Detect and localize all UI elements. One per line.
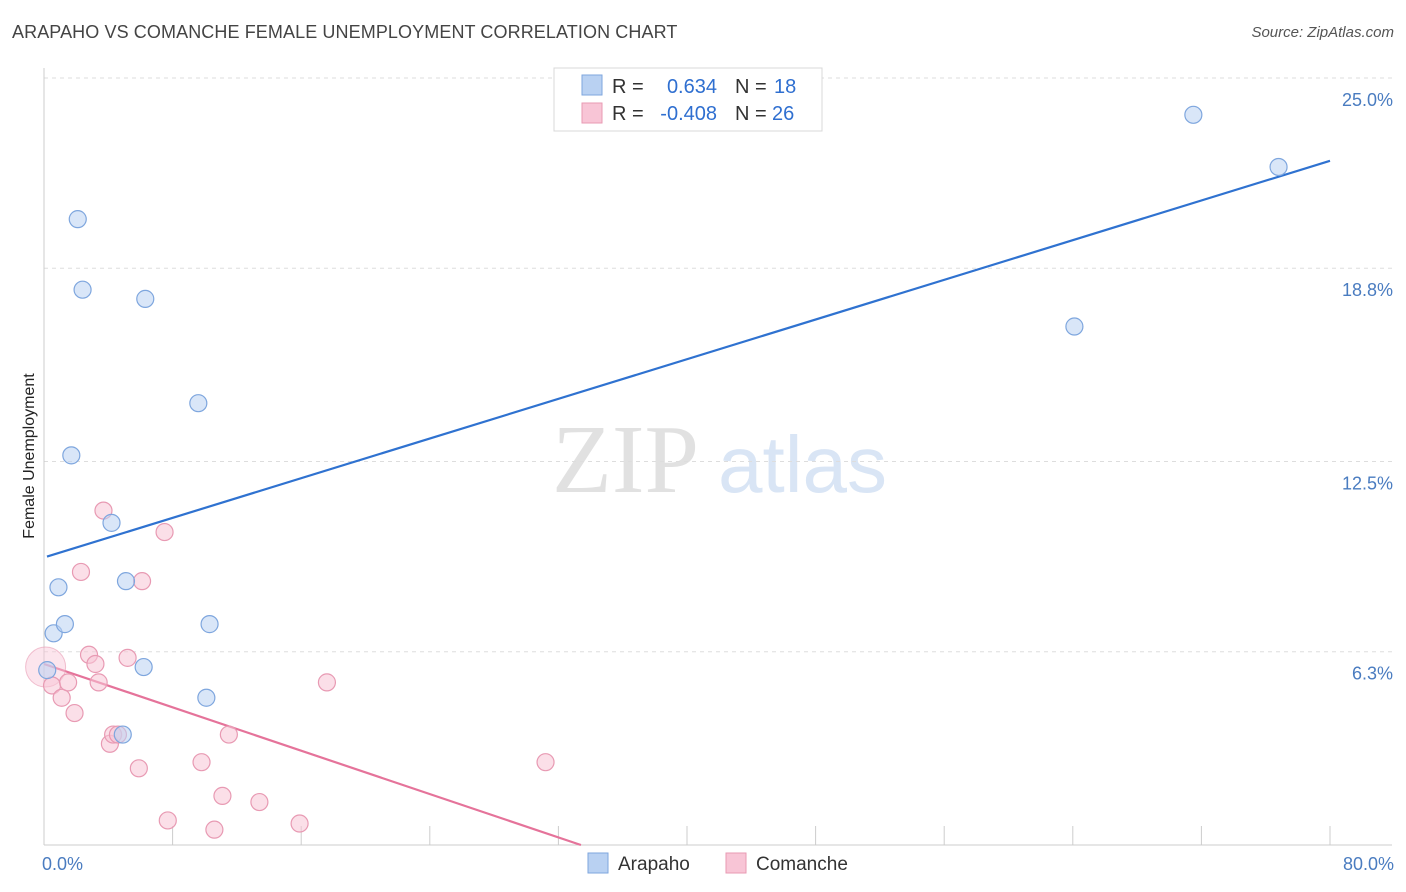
arapaho-point	[1065, 317, 1084, 336]
axes	[43, 68, 1392, 846]
comanche-point	[192, 753, 211, 772]
arapaho-point	[197, 688, 216, 707]
y-tick-label: 12.5%	[1342, 474, 1393, 494]
arapaho-point	[38, 661, 57, 680]
y-tick-label: 6.3%	[1352, 664, 1393, 684]
legend-swatch-comanche	[581, 102, 603, 124]
comanche-point	[59, 673, 78, 692]
comanche-point	[89, 673, 108, 692]
chart-title: ARAPAHO VS COMANCHE FEMALE UNEMPLOYMENT …	[12, 22, 678, 42]
source-credit: Source: ZipAtlas.com	[1251, 24, 1394, 41]
arapaho-point	[134, 657, 153, 677]
comanche-point	[536, 753, 555, 772]
arapaho-point	[200, 615, 219, 634]
x-tick-min: 0.0%	[42, 854, 83, 874]
trend-lines	[43, 159, 1331, 847]
arapaho-point	[136, 289, 155, 308]
bottom-legend-swatch-arapaho	[587, 852, 609, 874]
y-tick-label: 18.8%	[1342, 280, 1393, 300]
bottom-legend-comanche: Comanche	[756, 854, 848, 875]
comanche-point	[71, 562, 91, 582]
legend-n-value-2: 26	[772, 103, 794, 125]
arapaho-point	[1184, 105, 1203, 124]
x-tick-max: 80.0%	[1343, 854, 1394, 874]
bottom-legend-swatch-comanche	[725, 852, 747, 874]
comanche-point	[132, 572, 152, 591]
comanche-point	[213, 786, 232, 806]
arapaho-point	[55, 615, 74, 634]
data-points	[25, 105, 1288, 839]
comanche-trend-line	[43, 662, 582, 847]
arapaho-point	[113, 725, 132, 744]
legend-n-label-1: N =	[735, 76, 767, 98]
y-tick-label: 25.0%	[1342, 90, 1393, 110]
legend-r-value-1: 0.634	[667, 76, 717, 98]
arapaho-point	[68, 210, 87, 229]
comanche-point	[205, 820, 224, 839]
legend-r-label-1: R =	[612, 76, 644, 98]
watermark-atlas: atlas	[718, 420, 887, 509]
comanche-point	[158, 811, 177, 830]
legend-r-label-2: R =	[612, 103, 644, 125]
y-tick-labels: 6.3% 12.5% 18.8% 25.0%	[1342, 90, 1393, 684]
arapaho-point	[49, 578, 68, 597]
watermark-zip: ZIP	[552, 406, 699, 514]
arapaho-point	[62, 446, 81, 465]
series-legend: Arapaho Comanche	[587, 852, 848, 875]
comanche-point	[86, 654, 105, 674]
grid-lines	[44, 77, 1392, 653]
arapaho-point	[189, 394, 208, 413]
comanche-point	[52, 688, 71, 707]
comanche-point	[219, 725, 238, 744]
legend-n-value-1: 18	[774, 76, 796, 98]
comanche-point	[250, 792, 269, 812]
arapaho-point	[102, 513, 121, 532]
arapaho-point	[1269, 157, 1288, 177]
legend-swatch-arapaho	[581, 74, 603, 96]
comanche-point	[317, 673, 337, 692]
comanche-point	[118, 648, 137, 667]
comanche-point	[65, 703, 84, 723]
bottom-legend-arapaho: Arapaho	[618, 854, 690, 875]
comanche-point	[155, 522, 174, 542]
arapaho-point	[116, 572, 136, 591]
arapaho-trend-line	[46, 159, 1331, 558]
comanche-point	[129, 759, 148, 778]
y-axis-label: Female Unemployment	[21, 373, 38, 539]
legend-r-value-2: -0.408	[660, 103, 717, 125]
legend-n-label-2: N =	[735, 103, 767, 125]
arapaho-point	[73, 280, 92, 299]
correlation-legend: R = 0.634 N = 18 R = -0.408 N = 26	[553, 67, 823, 132]
comanche-point	[290, 814, 309, 833]
